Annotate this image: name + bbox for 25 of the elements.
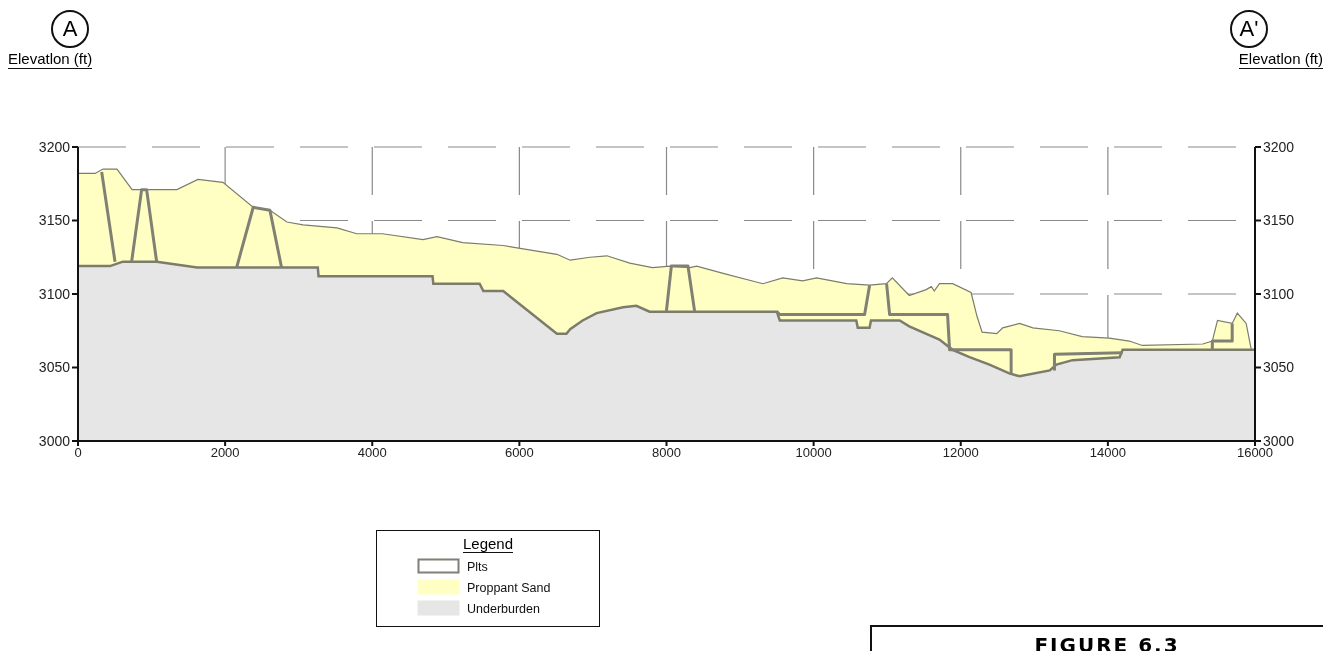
y2-tick-label: 3100 xyxy=(1263,285,1295,302)
circle-outline: A xyxy=(51,10,89,48)
y2-axis-title: Elevatlon (ft) xyxy=(1238,50,1323,69)
y-tick-label: 3200 xyxy=(38,138,71,155)
y-tick-label: 3050 xyxy=(38,359,71,376)
legend-label: Plts xyxy=(467,560,488,574)
x-tick-label: 12000 xyxy=(942,445,979,461)
y2-tick-label: 3050 xyxy=(1263,359,1295,376)
x-tick-label: 10000 xyxy=(795,445,832,461)
x-tick-label: 8000 xyxy=(652,445,681,461)
y2-tick-label: 3150 xyxy=(1263,212,1295,229)
x-tick-label: 2000 xyxy=(210,445,240,461)
legend-label: Proppant Sand xyxy=(467,581,551,595)
y-tick-label: 3150 xyxy=(38,212,71,229)
legend-label: Underburden xyxy=(467,602,541,616)
legend-title: Legend xyxy=(462,535,514,553)
y2-tick-label: 3200 xyxy=(1263,138,1295,155)
circle-outline: A' xyxy=(1230,10,1268,48)
y-tick-label: 3100 xyxy=(38,285,71,302)
y-axis-title: Elevatlon (ft) xyxy=(8,50,93,69)
x-tick-label: 6000 xyxy=(504,445,534,461)
y-tick-label: 3000 xyxy=(38,432,71,449)
x-tick-label: 14000 xyxy=(1089,445,1126,461)
x-tick-label: 0 xyxy=(74,445,82,461)
x-tick-label: 4000 xyxy=(357,445,387,461)
